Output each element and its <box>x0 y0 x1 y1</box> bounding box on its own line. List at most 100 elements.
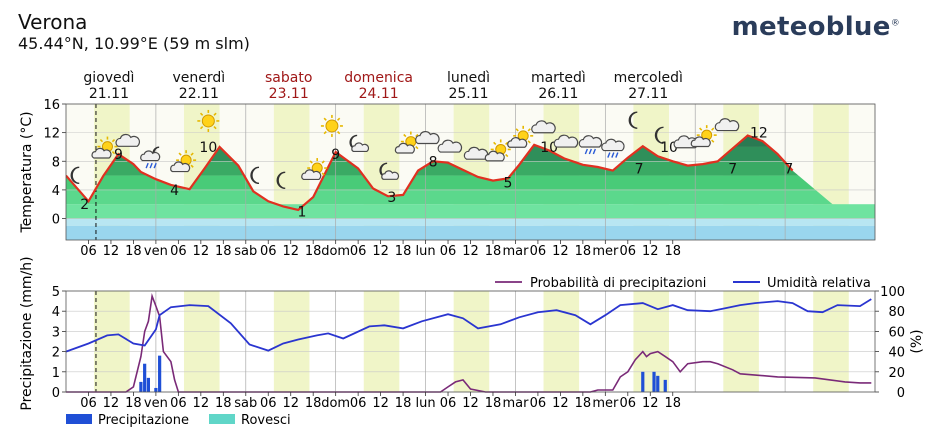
sun-ray <box>323 131 327 135</box>
sun-shape <box>320 114 343 137</box>
cloud-shape <box>415 131 440 145</box>
temperature-data-label: 9 <box>114 147 123 163</box>
rain-drop <box>584 148 589 155</box>
sun-ray <box>178 152 182 156</box>
temperature-x-tick-label: mar <box>502 244 529 259</box>
temperature-x-tick-label: 06 <box>170 244 187 259</box>
sun-ray <box>321 172 325 176</box>
temperature-x-tick-label: dom <box>321 244 350 259</box>
precipitation-x-tick-label: 12 <box>552 396 569 411</box>
temperature-x-tick-label: 06 <box>260 244 277 259</box>
legend-precipitation-label: Precipitazione <box>98 413 189 427</box>
rain-drop <box>607 152 611 158</box>
precipitation-x-tick-label: dom <box>321 396 350 411</box>
precipitation-bar <box>663 379 667 392</box>
moon-shape <box>276 171 286 190</box>
rain-drop <box>588 148 593 155</box>
precipitation-x-tick-label: 06 <box>170 396 187 411</box>
cloud-shape <box>394 142 415 154</box>
day-date-label: 27.11 <box>628 86 668 102</box>
precipitation-x-tick-label: 06 <box>350 396 367 411</box>
percent-y-tick-label: 0 <box>897 386 905 401</box>
sun-ray <box>711 139 715 143</box>
day-name-label: giovedì <box>83 70 134 86</box>
moon-icon <box>70 166 80 185</box>
sun-ray <box>323 117 327 121</box>
precipitation-x-tick-label: 18 <box>305 396 322 411</box>
daylight-band <box>94 291 130 392</box>
brand-name: meteoblue <box>731 12 891 42</box>
sun-behind-cloud-icon <box>394 131 421 154</box>
cloud-rain-icon <box>601 138 625 158</box>
precipitation-x-tick-label: sab <box>234 396 257 411</box>
precipitation-bar <box>154 387 158 392</box>
day-name-label: venerdì <box>172 70 225 86</box>
sun-behind-cloud-icon <box>507 125 534 148</box>
cloud-shape <box>531 120 556 134</box>
cloud-shape <box>507 137 528 148</box>
precipitation-y-axis-title: Precipitazione (mm/h) <box>19 256 35 410</box>
cloud-shape <box>714 118 740 132</box>
percent-y-tick-label: 60 <box>888 325 905 340</box>
sun-ray <box>505 141 509 146</box>
temperature-data-label: 7 <box>635 161 644 177</box>
temperature-data-label: 8 <box>429 154 438 170</box>
day-name-label: sabato <box>265 70 312 86</box>
moon-cloud-icon <box>379 162 400 180</box>
precipitation-x-tick-label: 06 <box>80 396 97 411</box>
precipitation-y-tick-label: 5 <box>52 285 60 300</box>
temperature-x-tick-label: 12 <box>372 244 389 259</box>
precipitation-x-tick-label: 06 <box>620 396 637 411</box>
day-date-label: 23.11 <box>269 86 309 102</box>
temperature-x-tick-label: mer <box>592 244 619 259</box>
precipitation-bar <box>641 371 645 392</box>
sun-shape <box>513 125 534 146</box>
cloud-icon <box>553 134 579 148</box>
precipitation-x-tick-label: 18 <box>125 396 142 411</box>
day-date-label: 25.11 <box>448 86 488 102</box>
precipitation-x-tick-label: 06 <box>260 396 277 411</box>
sun-icon <box>320 114 343 137</box>
sun-ray <box>199 126 204 130</box>
precipitation-y-tick-label: 2 <box>52 346 60 361</box>
precipitation-bar <box>139 381 143 392</box>
precipitation-x-tick-label: 18 <box>485 396 502 411</box>
sun-ray <box>309 160 313 164</box>
precipitation-y-tick-label: 0 <box>52 386 60 401</box>
temperature-y-tick-label: 0 <box>52 213 60 228</box>
cloud-shape <box>381 170 400 180</box>
temperature-x-tick-label: 06 <box>620 244 637 259</box>
sun-behind-cloud-icon <box>690 125 717 148</box>
cloud-shape <box>437 139 463 153</box>
temperature-data-label: 7 <box>784 161 793 177</box>
precipitation-x-tick-label: 18 <box>215 396 232 411</box>
sun-shape <box>490 139 511 160</box>
sun-ray <box>199 112 204 116</box>
precipitation-bar <box>158 355 162 392</box>
precipitation-x-tick-label: 12 <box>642 396 659 411</box>
cloud-shape <box>115 133 141 147</box>
legend-humidity-label: Umidità relativa <box>767 276 871 291</box>
temperature-fill-band <box>66 189 875 205</box>
temperature-line <box>66 134 794 212</box>
brand-registered-mark: ® <box>890 18 900 29</box>
location-coordinates: 45.44°N, 10.99°E (59 m slm) <box>18 34 250 53</box>
precipitation-x-tick-label: ven <box>144 396 168 411</box>
daylight-band <box>363 291 400 392</box>
temperature-y-tick-label: 12 <box>43 127 60 142</box>
percent-y-axis-title: (%) <box>909 329 925 353</box>
precipitation-x-tick-label: mer <box>592 396 619 411</box>
sun-ray <box>111 138 116 143</box>
day-name-label: domenica <box>344 70 413 86</box>
percent-y-tick-label: 80 <box>888 305 905 320</box>
cloud-shape <box>170 161 191 173</box>
precipitation-x-tick-label: 12 <box>103 396 120 411</box>
sun-behind-cloud-icon <box>301 158 328 181</box>
sun-disc <box>325 119 339 133</box>
temperature-data-label: 4 <box>170 183 179 199</box>
humidity-line <box>65 298 872 353</box>
moon-shape <box>70 166 80 185</box>
day-date-label: 21.11 <box>89 86 129 102</box>
meteoblue-logo: meteoblue® <box>732 12 900 42</box>
precipitation-x-tick-label: mar <box>502 396 529 411</box>
